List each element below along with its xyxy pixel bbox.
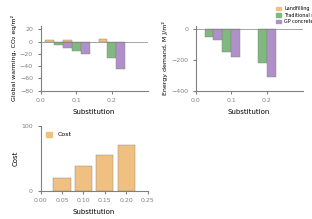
Bar xyxy=(63,42,72,48)
X-axis label: Substitution: Substitution xyxy=(73,109,115,115)
Bar xyxy=(81,42,90,54)
Bar xyxy=(213,29,222,40)
Bar xyxy=(45,40,54,42)
Bar xyxy=(72,42,81,51)
Bar xyxy=(107,42,116,58)
Bar xyxy=(99,39,107,42)
Y-axis label: Global warming, CO₂ eq/m²: Global warming, CO₂ eq/m² xyxy=(11,16,17,101)
Y-axis label: Cost: Cost xyxy=(12,151,18,166)
Bar xyxy=(54,42,63,45)
Bar xyxy=(258,29,267,63)
Bar xyxy=(63,40,72,42)
Legend: Cost: Cost xyxy=(44,129,74,140)
Bar xyxy=(116,42,125,69)
Bar xyxy=(222,29,231,52)
Bar xyxy=(231,29,240,57)
Bar xyxy=(96,155,113,191)
X-axis label: Substitution: Substitution xyxy=(73,209,115,215)
Legend: Landfilling, Traditional recycling, GP concrete (pozzolan): Landfilling, Traditional recycling, GP c… xyxy=(274,4,312,26)
Bar xyxy=(118,145,135,191)
X-axis label: Substitution: Substitution xyxy=(228,109,270,115)
Bar xyxy=(205,29,213,37)
Bar xyxy=(53,178,71,191)
Y-axis label: Energy demand, M J/m²: Energy demand, M J/m² xyxy=(162,21,168,95)
Bar xyxy=(267,29,276,77)
Bar xyxy=(75,166,92,191)
